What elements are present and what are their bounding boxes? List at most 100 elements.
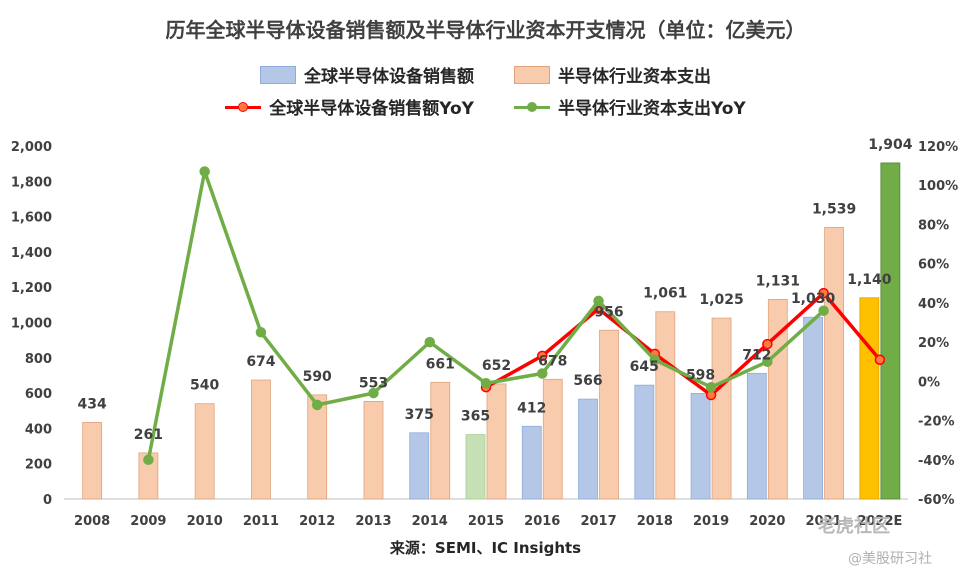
y-right-tick-label: 40% — [918, 297, 949, 312]
data-label-capex: 261 — [134, 427, 163, 443]
legend-label-capex: 半导体行业资本支出 — [558, 67, 711, 87]
bar-equip — [859, 297, 880, 500]
bar-equip — [746, 372, 767, 500]
capex-yoy-point — [762, 356, 773, 367]
legend-item-equip: 全球半导体设备销售额 — [260, 62, 474, 87]
watermark-logo: 老虎社区 — [818, 516, 890, 537]
data-label-capex: 1,061 — [643, 286, 687, 302]
y-left-tick-label: 1,000 — [11, 317, 52, 332]
data-label-capex: 590 — [303, 369, 332, 385]
bar-capex — [307, 394, 328, 500]
equip-yoy-point — [762, 338, 773, 350]
legend-item-equip-yoy: 全球半导体设备销售额YoY — [225, 94, 474, 119]
x-tick-label: 2008 — [74, 514, 110, 529]
capex-yoy-point — [649, 354, 661, 366]
bar-capex — [880, 162, 901, 500]
bar-capex — [655, 311, 676, 500]
y-right-tick-label: -60% — [918, 493, 955, 508]
data-label-capex: 674 — [246, 354, 275, 370]
y-right-tick-label: 60% — [918, 258, 949, 273]
y-left-tick-label: 0 — [43, 493, 52, 508]
x-tick-label: 2010 — [187, 514, 223, 529]
x-tick-label: 2012 — [299, 514, 335, 529]
capex-yoy-point — [424, 336, 435, 348]
legend-label-capex-yoy: 半导体行业资本支出YoY — [558, 99, 746, 119]
data-label-capex: 1,025 — [699, 292, 743, 308]
chart-source: 来源：SEMI、IC Insights — [389, 539, 582, 557]
capex-yoy-point — [368, 387, 379, 399]
y-right-tick-label: 120% — [918, 140, 958, 155]
x-tick-label: 2021 — [806, 514, 842, 529]
bar-capex — [430, 381, 451, 500]
data-label-capex: 553 — [359, 375, 388, 391]
bar-capex — [486, 383, 507, 500]
legend-row-lines: 全球半导体设备销售额YoY 半导体行业资本支出YoY — [0, 94, 971, 119]
y-left-tick-label: 1,400 — [11, 246, 52, 261]
capex-yoy-point — [480, 378, 492, 389]
x-tick-label: 2018 — [637, 514, 673, 529]
legend-label-equip: 全球半导体设备销售额 — [304, 67, 474, 87]
bar-capex — [824, 226, 844, 500]
data-label-capex: 434 — [78, 396, 107, 412]
bar-equip — [690, 393, 711, 500]
data-label-capex: 1,539 — [812, 201, 856, 217]
bar-equip — [409, 432, 430, 500]
capex-yoy-point — [818, 305, 829, 316]
capex-yoy-point — [311, 399, 323, 411]
x-tick-label: 2019 — [693, 514, 729, 529]
bar-equip — [465, 434, 486, 500]
x-tick-label: 2017 — [580, 514, 616, 529]
data-label-capex: 1,131 — [756, 273, 800, 289]
equip-yoy-point — [874, 354, 886, 366]
y-left-tick-label: 2,000 — [11, 140, 52, 155]
bar-capex — [82, 421, 103, 500]
legend-item-capex-yoy: 半导体行业资本支出YoY — [514, 94, 746, 119]
data-label-equip: 412 — [517, 400, 546, 416]
x-tick-label: 2013 — [355, 514, 391, 529]
y-left-tick-label: 600 — [25, 387, 52, 402]
legend-swatch-capex-yoy — [514, 99, 550, 115]
data-label-equip: 712 — [742, 347, 771, 363]
data-label-capex: 652 — [482, 358, 511, 374]
chart-title: 历年全球半导体设备销售额及半导体行业资本开支情况（单位：亿美元） — [165, 18, 806, 42]
legend-swatch-capex — [514, 65, 550, 84]
data-label-capex: 1,904 — [868, 137, 913, 153]
data-label-equip: 1,140 — [847, 272, 892, 288]
y-left-tick-label: 400 — [25, 422, 52, 437]
data-label-capex: 540 — [190, 378, 219, 394]
legend-label-equip-yoy: 全球半导体设备销售额YoY — [269, 99, 474, 119]
data-label-equip: 598 — [686, 367, 715, 383]
bar-capex — [542, 378, 563, 500]
capex-yoy-point — [199, 166, 210, 177]
y-left-tick-label: 1,800 — [11, 175, 52, 190]
equip-yoy-point — [537, 350, 548, 362]
data-label-equip: 645 — [630, 359, 659, 375]
y-left-tick-label: 800 — [25, 352, 52, 367]
y-left-tick-label: 1,200 — [11, 281, 52, 296]
bar-equip — [803, 316, 823, 500]
x-tick-label: 2015 — [468, 514, 504, 529]
legend-item-capex: 半导体行业资本支出 — [514, 62, 711, 87]
bar-equip — [521, 425, 542, 500]
bar-equip — [578, 398, 598, 500]
capex-yoy-point — [705, 381, 717, 393]
bar-capex — [599, 329, 619, 500]
data-label-equip: 365 — [461, 409, 490, 425]
legend-row-bars: 全球半导体设备销售额 半导体行业资本支出 — [0, 62, 971, 87]
y-left-tick-label: 200 — [25, 458, 52, 473]
capex-yoy-point — [593, 295, 604, 307]
y-right-tick-label: 80% — [918, 218, 949, 233]
legend-swatch-equip-yoy — [225, 99, 262, 115]
y-left-tick-label: 1,600 — [11, 211, 52, 226]
data-label-equip: 375 — [405, 407, 434, 423]
equip-yoy-point — [818, 287, 829, 299]
x-tick-label: 2016 — [524, 514, 560, 529]
bar-capex — [711, 317, 732, 500]
bar-capex — [194, 403, 215, 500]
legend-swatch-equip — [260, 65, 296, 84]
capex-yoy-point — [255, 327, 267, 338]
y-right-tick-label: -40% — [918, 454, 955, 469]
capex-yoy-point — [537, 368, 548, 379]
